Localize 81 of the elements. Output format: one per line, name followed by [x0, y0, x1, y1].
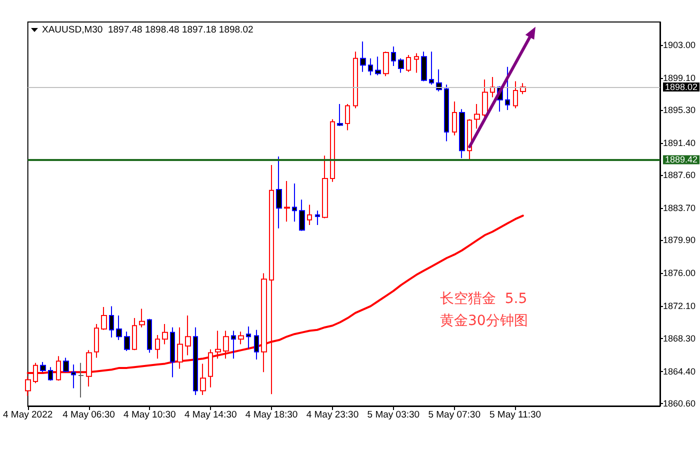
candlestick: [398, 58, 404, 74]
candlestick: [139, 308, 145, 328]
annotation: 长空猎金 5.5: [440, 291, 528, 307]
candlestick: [315, 210, 320, 226]
candlestick: [391, 46, 396, 66]
ref-line-label: 1898.02: [665, 82, 698, 92]
candlestick: [360, 40, 366, 72]
candlestick: [200, 363, 206, 396]
candlestick: [63, 357, 69, 373]
candlestick: [231, 330, 236, 360]
y-tick-label: 1887.60: [663, 170, 696, 180]
candlestick: [505, 66, 510, 110]
y-tick-label: 1868.30: [663, 333, 696, 344]
candlestick: [406, 54, 411, 72]
candlestick: [215, 330, 221, 360]
y-tick-label: 1860.60: [663, 398, 696, 408]
candlestick: [353, 51, 358, 109]
candlestick: [101, 306, 107, 330]
y-tick-label: 1899.10: [663, 72, 696, 83]
candlestick: [147, 318, 152, 354]
candlestick: [94, 323, 99, 358]
x-tick-label: 4 May 23:30: [306, 410, 359, 420]
y-tick-label: 1876.00: [663, 268, 696, 278]
candlestick: [421, 51, 427, 82]
candlestick: [193, 326, 198, 396]
candlestick: [238, 331, 244, 345]
candlestick: [444, 84, 449, 142]
candlestick: [383, 51, 389, 77]
candlestick: [48, 366, 53, 382]
candlestick: [25, 376, 31, 396]
y-tick-label: 1895.30: [663, 104, 696, 115]
candlestick: [307, 204, 312, 226]
candlestick: [459, 108, 465, 159]
candlestick: [337, 104, 343, 127]
candlestick: [375, 56, 381, 76]
x-tick-label: 4 May 18:30: [245, 410, 298, 420]
ref-line-label: 1889.42: [665, 154, 698, 165]
chart-title: XAUUSD,M30 1897.48 1898.48 1897.18 1898.02: [42, 24, 254, 36]
candlestick: [429, 51, 434, 86]
candlestick: [368, 58, 373, 76]
candlestick: [109, 306, 114, 338]
x-tick-label: 4 May 2022: [2, 410, 53, 420]
candlestick: [330, 118, 335, 182]
candlestick: [452, 101, 457, 136]
candlestick: [474, 104, 480, 130]
candlestick: [292, 183, 297, 222]
annotation: 黄金30分钟图: [440, 313, 528, 329]
y-tick-label: 1903.00: [663, 40, 696, 50]
candlestick: [78, 362, 84, 398]
candlestick: [170, 326, 175, 378]
x-tick-label: 4 May 10:30: [124, 410, 176, 420]
candlestick: [345, 104, 350, 131]
candlestick: [116, 315, 122, 341]
candlestick: [254, 329, 259, 360]
y-tick-label: 1864.40: [663, 366, 696, 376]
candlestick: [124, 331, 130, 352]
x-tick-label: 4 May 06:30: [62, 410, 115, 420]
candlestick: [155, 334, 160, 360]
candlestick: [322, 155, 328, 219]
candlestick: [246, 326, 251, 349]
y-tick-label: 1891.40: [663, 138, 696, 148]
candlestick: [185, 315, 191, 356]
candlestick: [71, 364, 76, 389]
candlestick: [276, 156, 282, 229]
candlestick: [162, 323, 168, 345]
candlestick: [177, 326, 183, 370]
candlestick: [284, 180, 290, 222]
candlestick: [132, 318, 137, 351]
x-tick-label: 5 May 03:30: [367, 410, 420, 420]
y-tick-label: 1879.90: [663, 235, 696, 246]
candlestick: [223, 330, 229, 360]
x-tick-label: 4 May 14:30: [184, 410, 237, 420]
y-tick-label: 1872.10: [663, 301, 696, 312]
candlestick: [40, 362, 46, 373]
candlestick: [414, 52, 419, 74]
candlestick: [299, 199, 305, 232]
candlestick: [482, 79, 488, 118]
candlestick: [513, 80, 518, 109]
y-tick-label: 1883.70: [663, 203, 696, 214]
x-tick-label: 5 May 11:30: [489, 410, 542, 420]
x-tick-label: 5 May 07:30: [428, 410, 480, 420]
